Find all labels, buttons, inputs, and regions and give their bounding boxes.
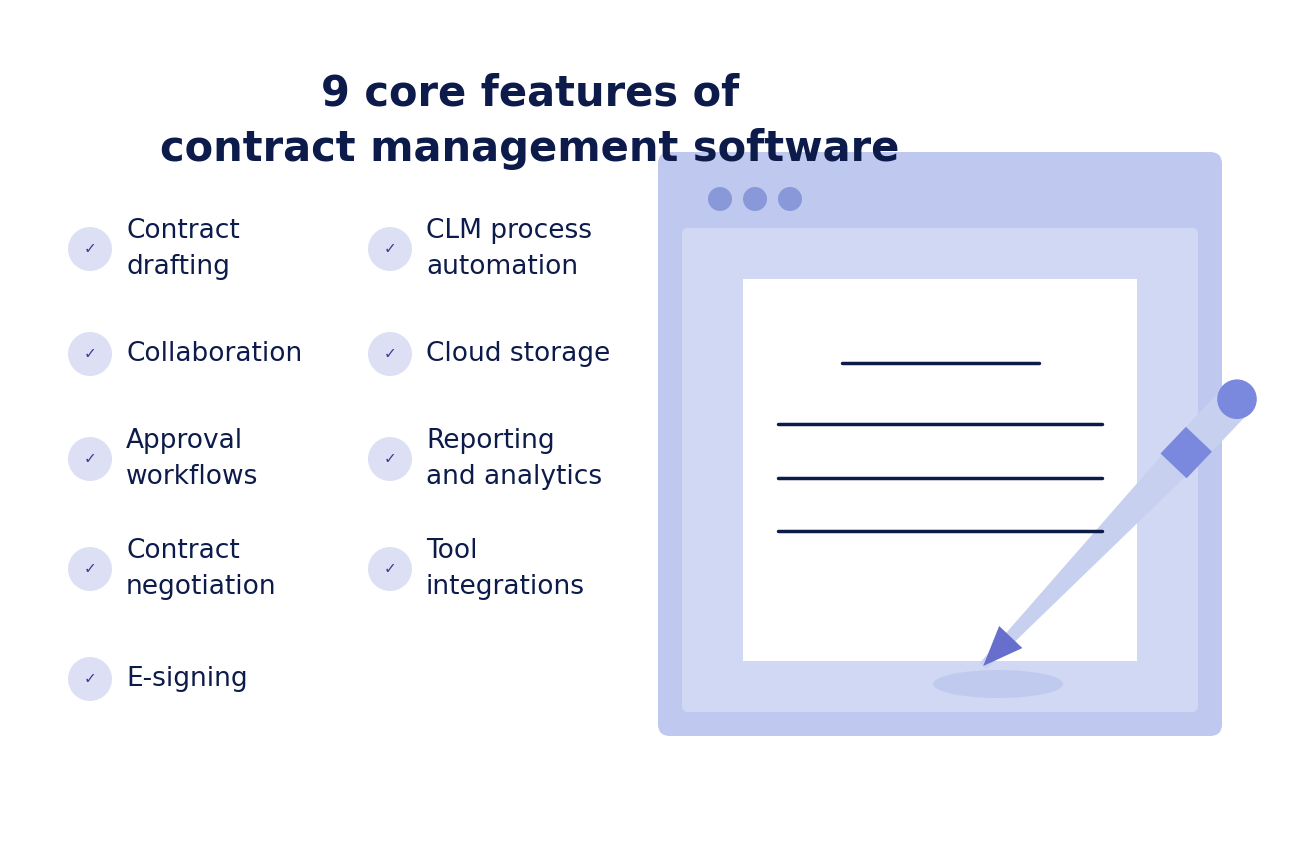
Circle shape [68, 332, 112, 376]
Text: ✓: ✓ [84, 672, 97, 686]
Text: ✓: ✓ [84, 561, 97, 576]
Polygon shape [979, 387, 1251, 669]
Circle shape [68, 547, 112, 591]
FancyBboxPatch shape [743, 279, 1137, 661]
Polygon shape [1160, 427, 1212, 479]
Text: Contract
drafting: Contract drafting [127, 218, 240, 280]
Text: ✓: ✓ [84, 452, 97, 467]
Circle shape [368, 437, 412, 481]
Text: ✓: ✓ [384, 561, 397, 576]
Text: ✓: ✓ [384, 241, 397, 257]
Circle shape [708, 187, 733, 211]
Text: Reporting
and analytics: Reporting and analytics [426, 428, 602, 490]
Circle shape [68, 437, 112, 481]
FancyBboxPatch shape [682, 228, 1198, 712]
Circle shape [1217, 380, 1257, 419]
Circle shape [368, 547, 412, 591]
Text: Cloud storage: Cloud storage [426, 341, 610, 367]
Ellipse shape [933, 670, 1063, 698]
Circle shape [68, 657, 112, 701]
FancyBboxPatch shape [658, 152, 1222, 736]
Text: CLM process
automation: CLM process automation [426, 218, 592, 280]
Text: ✓: ✓ [84, 347, 97, 361]
Circle shape [68, 227, 112, 271]
Circle shape [743, 187, 767, 211]
Text: ✓: ✓ [384, 347, 397, 361]
Text: E-signing: E-signing [127, 666, 248, 692]
Text: Collaboration: Collaboration [127, 341, 302, 367]
Circle shape [778, 187, 802, 211]
Text: 9 core features of: 9 core features of [320, 73, 739, 115]
Circle shape [368, 332, 412, 376]
Circle shape [368, 227, 412, 271]
Text: ✓: ✓ [384, 452, 397, 467]
Text: Tool
integrations: Tool integrations [426, 538, 585, 600]
Text: contract management software: contract management software [160, 128, 899, 170]
Text: Contract
negotiation: Contract negotiation [127, 538, 276, 600]
Polygon shape [983, 626, 1022, 666]
Text: Approval
workflows: Approval workflows [127, 428, 258, 490]
Text: ✓: ✓ [84, 241, 97, 257]
